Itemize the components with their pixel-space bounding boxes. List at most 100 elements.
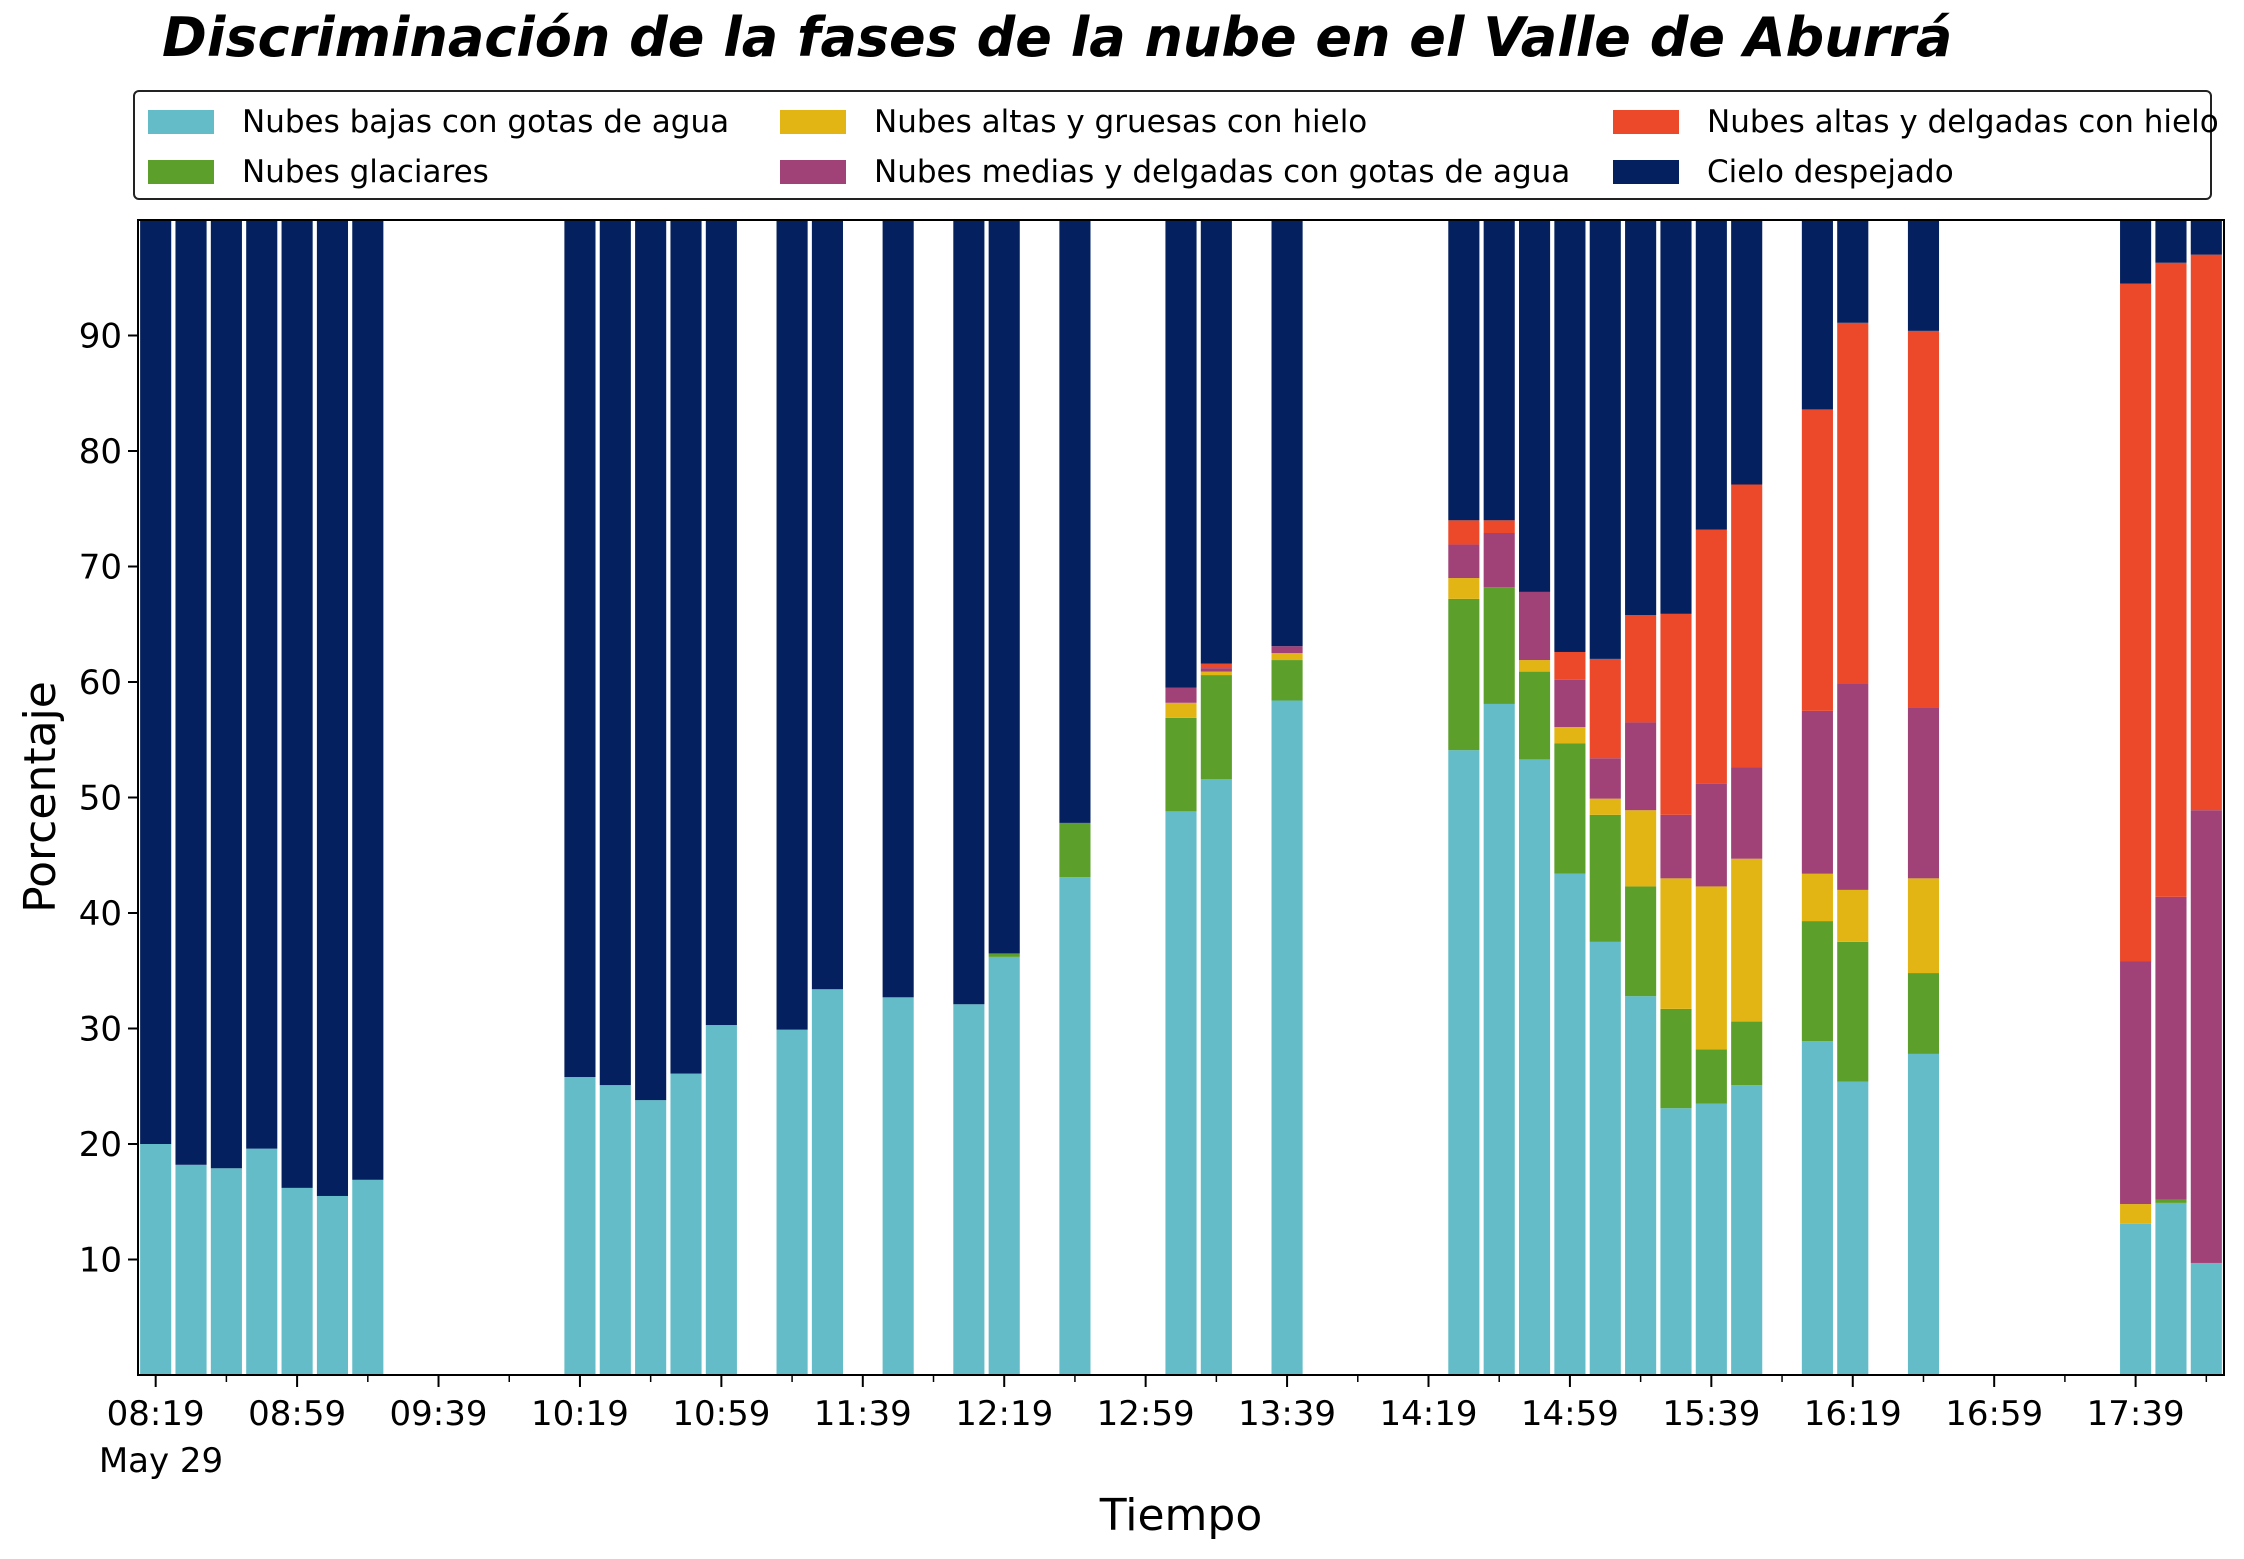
bar-segment-0849-s5 [246,220,278,1149]
bar-segment-1219-s5 [988,220,1020,954]
legend-item-nubes-altas-gruesas: Nubes altas y gruesas con hielo [780,102,1367,142]
bar-segment-1429-s1 [1448,598,1480,751]
bar-segment-1339-s5 [1271,220,1303,647]
bar-segment-1619-s0 [1837,1081,1869,1375]
bar-segment-1539-s2 [1695,886,1727,1050]
bar-segment-1459-s3 [1554,679,1586,728]
bar-segment-1339-s2 [1271,653,1303,661]
bar-segment-1149-s0 [882,997,914,1375]
y-axis-label: Porcentaje [15,681,66,913]
bar-segment-1239-s5 [1059,220,1091,823]
bar-segment-1639-s3 [1907,707,1940,879]
bar-segment-1459-s4 [1554,651,1586,680]
bar-segment-1339-s0 [1271,700,1303,1375]
bar-segment-1209-s0 [953,1004,985,1375]
bar-segment-1119-s5 [776,220,808,1030]
bars-layer [140,220,2222,1376]
bar-segment-1039-s5 [635,220,667,1101]
legend-item-nubes-bajas: Nubes bajas con gotas de agua [148,102,729,142]
legend-label: Cielo despejado [1707,154,1954,190]
bar-segment-1449-s1 [1519,671,1551,760]
bar-segment-0909-s5 [316,220,349,1196]
x-tick-label: 08:19 [107,1394,205,1434]
x-tick-label: 10:59 [672,1394,770,1434]
bar-segment-1319-s0 [1200,779,1232,1375]
x-tick-label: 16:59 [1945,1394,2043,1434]
bar-segment-0839-s5 [210,220,242,1169]
x-tick-label: 13:39 [1238,1394,1336,1434]
bar-segment-1429-s3 [1448,544,1480,579]
bar-segment-1549-s3 [1731,767,1763,859]
bar-segment-1439-s4 [1483,520,1515,533]
y-tick-label: 30 [79,1010,122,1050]
bar-segment-1019-s5 [564,220,596,1078]
bar-segment-1039-s0 [635,1100,667,1375]
x-tick-label: 11:39 [814,1394,912,1434]
bar-segment-1759-s0 [2190,1262,2222,1375]
bar-segment-0909-s0 [316,1195,349,1375]
bar-segment-1309-s2 [1165,702,1197,718]
bar-segment-0829-s0 [175,1164,207,1375]
bar-segment-1439-s5 [1483,220,1515,521]
legend-label: Nubes medias y delgadas con gotas de agu… [874,154,1571,190]
bar-segment-1309-s5 [1165,220,1197,688]
bar-segment-1429-s5 [1448,220,1480,521]
bar-segment-1309-s0 [1165,811,1197,1375]
bar-segment-1319-s3 [1200,668,1232,672]
bar-segment-1429-s2 [1448,578,1480,599]
bar-segment-1539-s3 [1695,783,1727,887]
ticks-layer: 10 20 30 40 50 60 70 80 90 08:19 08:59 09:39 10:19 10… [79,317,2208,1434]
bar-segment-1519-s3 [1625,722,1657,811]
bar-segment-1539-s0 [1695,1103,1727,1375]
bar-segment-1029-s0 [599,1085,631,1375]
x-tick-label: 12:59 [1097,1394,1195,1434]
legend-label: Nubes altas y delgadas con hielo [1707,104,2219,140]
bar-segment-1609-s4 [1801,409,1833,711]
x-tick-label: 12:19 [955,1394,1053,1434]
bar-segment-1549-s4 [1731,484,1763,768]
x-tick-label: 14:19 [1379,1394,1477,1434]
y-tick-label: 60 [79,663,122,703]
legend: Nubes bajas con gotas de agua Nubes glac… [133,90,2219,200]
bar-segment-1449-s3 [1519,591,1551,661]
bar-segment-0859-s0 [281,1187,313,1375]
x-tick-label: 17:39 [2087,1394,2185,1434]
bar-segment-1429-s0 [1448,750,1480,1375]
bar-segment-1749-s3 [2155,896,2187,1200]
bar-segment-1639-s4 [1907,330,1940,708]
bar-segment-1029-s5 [599,220,631,1086]
legend-item-nubes-glaciares: Nubes glaciares [148,152,489,192]
bar-segment-1309-s1 [1165,717,1197,812]
bar-segment-1429-s4 [1448,520,1480,545]
x-tick-label: 08:59 [248,1394,346,1434]
legend-item-cielo-despejado: Cielo despejado [1613,152,1954,192]
bar-segment-1449-s2 [1519,660,1551,672]
legend-label: Nubes glaciares [242,154,489,190]
bar-segment-1749-s1 [2155,1199,2187,1203]
bar-segment-1519-s5 [1625,220,1657,616]
bar-segment-0919-s5 [352,220,384,1180]
bar-segment-1459-s0 [1554,873,1586,1375]
y-tick-label: 70 [79,548,122,588]
bar-segment-0859-s5 [281,220,313,1188]
bar-segment-1529-s5 [1660,220,1692,614]
bar-segment-1509-s3 [1589,758,1621,799]
bar-segment-1449-s5 [1519,220,1551,592]
legend-swatch [1613,110,1679,134]
bar-segment-1619-s5 [1837,220,1869,323]
bar-segment-1549-s1 [1731,1021,1763,1086]
y-tick-label: 20 [79,1125,122,1165]
bar-segment-1739-s3 [2120,961,2152,1205]
bar-segment-1509-s5 [1589,220,1621,659]
bar-segment-1509-s0 [1589,941,1621,1376]
bar-segment-1519-s0 [1625,996,1657,1375]
bar-segment-1519-s4 [1625,615,1657,723]
bar-segment-1609-s5 [1801,220,1833,410]
bar-segment-1149-s5 [882,220,914,998]
bar-segment-1619-s2 [1837,889,1869,942]
x-tick-label: 09:39 [390,1394,488,1434]
bar-segment-1739-s2 [2120,1204,2152,1224]
bar-segment-0829-s5 [175,220,207,1165]
bar-segment-1529-s0 [1660,1108,1692,1375]
bar-segment-1739-s5 [2120,220,2152,284]
